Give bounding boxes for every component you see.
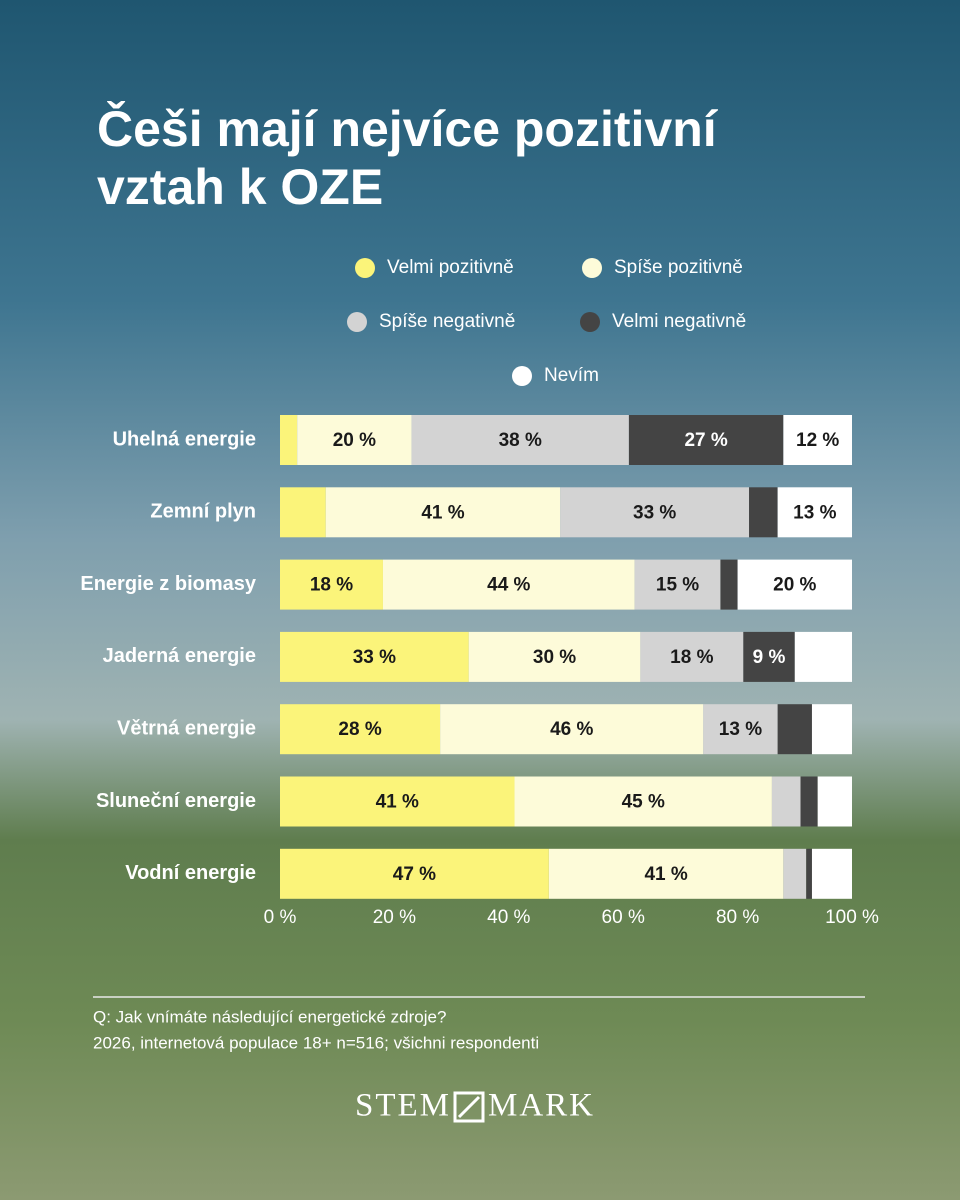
x-tick-label: 0 % — [264, 907, 297, 928]
bar-segment — [783, 415, 852, 465]
bar-segment — [548, 848, 784, 899]
bar-segment — [440, 704, 704, 755]
source: 2026, internetová populace 18+ n=516; vš… — [93, 1033, 539, 1052]
value-label: 45 % — [622, 792, 665, 813]
bar-segment — [634, 559, 721, 610]
bar-segment — [640, 631, 744, 682]
legend-swatch — [347, 312, 367, 332]
category-label: Sluneční energie — [96, 790, 256, 812]
value-label: 28 % — [338, 719, 381, 740]
chart-title: Češi mají nejvíce pozitivní vztah k OZE — [97, 101, 717, 215]
category-label: Energie z biomasy — [80, 573, 256, 595]
bar-segment — [280, 487, 326, 538]
value-label: 9 % — [753, 647, 786, 668]
legend-swatch — [355, 258, 375, 278]
bar-segment — [737, 559, 852, 610]
logo-icon — [453, 1091, 485, 1123]
bar-segment — [468, 631, 641, 682]
value-label: 13 % — [793, 502, 836, 523]
bar-segment — [771, 776, 801, 827]
category-label: Vodní energie — [125, 862, 256, 884]
legend-label: Nevím — [544, 365, 599, 386]
bar-segment — [720, 559, 738, 610]
x-tick-label: 80 % — [716, 907, 759, 928]
value-label: 18 % — [310, 575, 353, 596]
category-label: Zemní plyn — [150, 501, 256, 523]
value-label: 15 % — [656, 575, 699, 596]
value-label: 13 % — [719, 719, 762, 740]
x-tick-label: 100 % — [825, 907, 879, 928]
category-label: Větrná energie — [117, 717, 256, 739]
x-tick-label: 60 % — [602, 907, 645, 928]
value-label: 20 % — [333, 430, 376, 451]
legend-swatch — [512, 366, 532, 386]
value-label: 27 % — [684, 430, 727, 451]
legend-label: Spíše pozitivně — [614, 257, 743, 278]
bar-segment — [280, 559, 383, 610]
value-label: 33 % — [633, 502, 676, 523]
bar-segment — [560, 487, 750, 538]
bar-segment — [297, 415, 412, 465]
bar-segment — [794, 631, 852, 682]
legend-swatch — [582, 258, 602, 278]
bar-segment — [703, 704, 778, 755]
x-tick-label: 40 % — [487, 907, 530, 928]
value-label: 20 % — [773, 575, 816, 596]
value-label: 44 % — [487, 575, 530, 596]
value-label: 30 % — [533, 647, 576, 668]
logo-text: STEM — [355, 1088, 451, 1124]
value-label: 41 % — [421, 502, 464, 523]
bar-segment — [280, 415, 298, 465]
bar-segment — [628, 415, 784, 465]
bar-segment — [280, 776, 515, 827]
x-tick-label: 20 % — [373, 907, 416, 928]
bar-segment — [806, 848, 812, 899]
bar-segment — [817, 776, 852, 827]
bar-segment — [514, 776, 772, 827]
bar-segment — [280, 848, 549, 899]
legend-label: Velmi negativně — [612, 311, 746, 332]
legend-label: Spíše negativně — [379, 311, 515, 332]
value-label: 18 % — [670, 647, 713, 668]
value-label: 41 % — [376, 792, 419, 813]
category-label: Jaderná energie — [103, 645, 256, 667]
bar-segment — [777, 487, 852, 538]
bar-segment — [382, 559, 635, 610]
question: Q: Jak vnímáte následující energetické z… — [93, 1007, 446, 1026]
value-label: 33 % — [353, 647, 396, 668]
value-label: 38 % — [499, 430, 542, 451]
value-label: 41 % — [644, 864, 687, 885]
category-label: Uhelná energie — [113, 428, 256, 450]
value-label: 12 % — [796, 430, 839, 451]
bar-segment — [325, 487, 561, 538]
value-label: 46 % — [550, 719, 593, 740]
bar-segment — [280, 704, 441, 755]
bar-segment — [800, 776, 818, 827]
bar-segment — [743, 631, 795, 682]
bar-segment — [811, 848, 852, 899]
bar-segment — [777, 704, 812, 755]
legend-label: Velmi pozitivně — [387, 257, 514, 278]
value-label: 47 % — [393, 864, 436, 885]
bar-segment — [811, 704, 852, 755]
logo-text: MARK — [488, 1088, 595, 1124]
bar-segment — [749, 487, 778, 538]
bar-segment — [280, 631, 469, 682]
bar-segment — [411, 415, 629, 465]
bar-segment — [783, 848, 807, 899]
legend-swatch — [580, 312, 600, 332]
